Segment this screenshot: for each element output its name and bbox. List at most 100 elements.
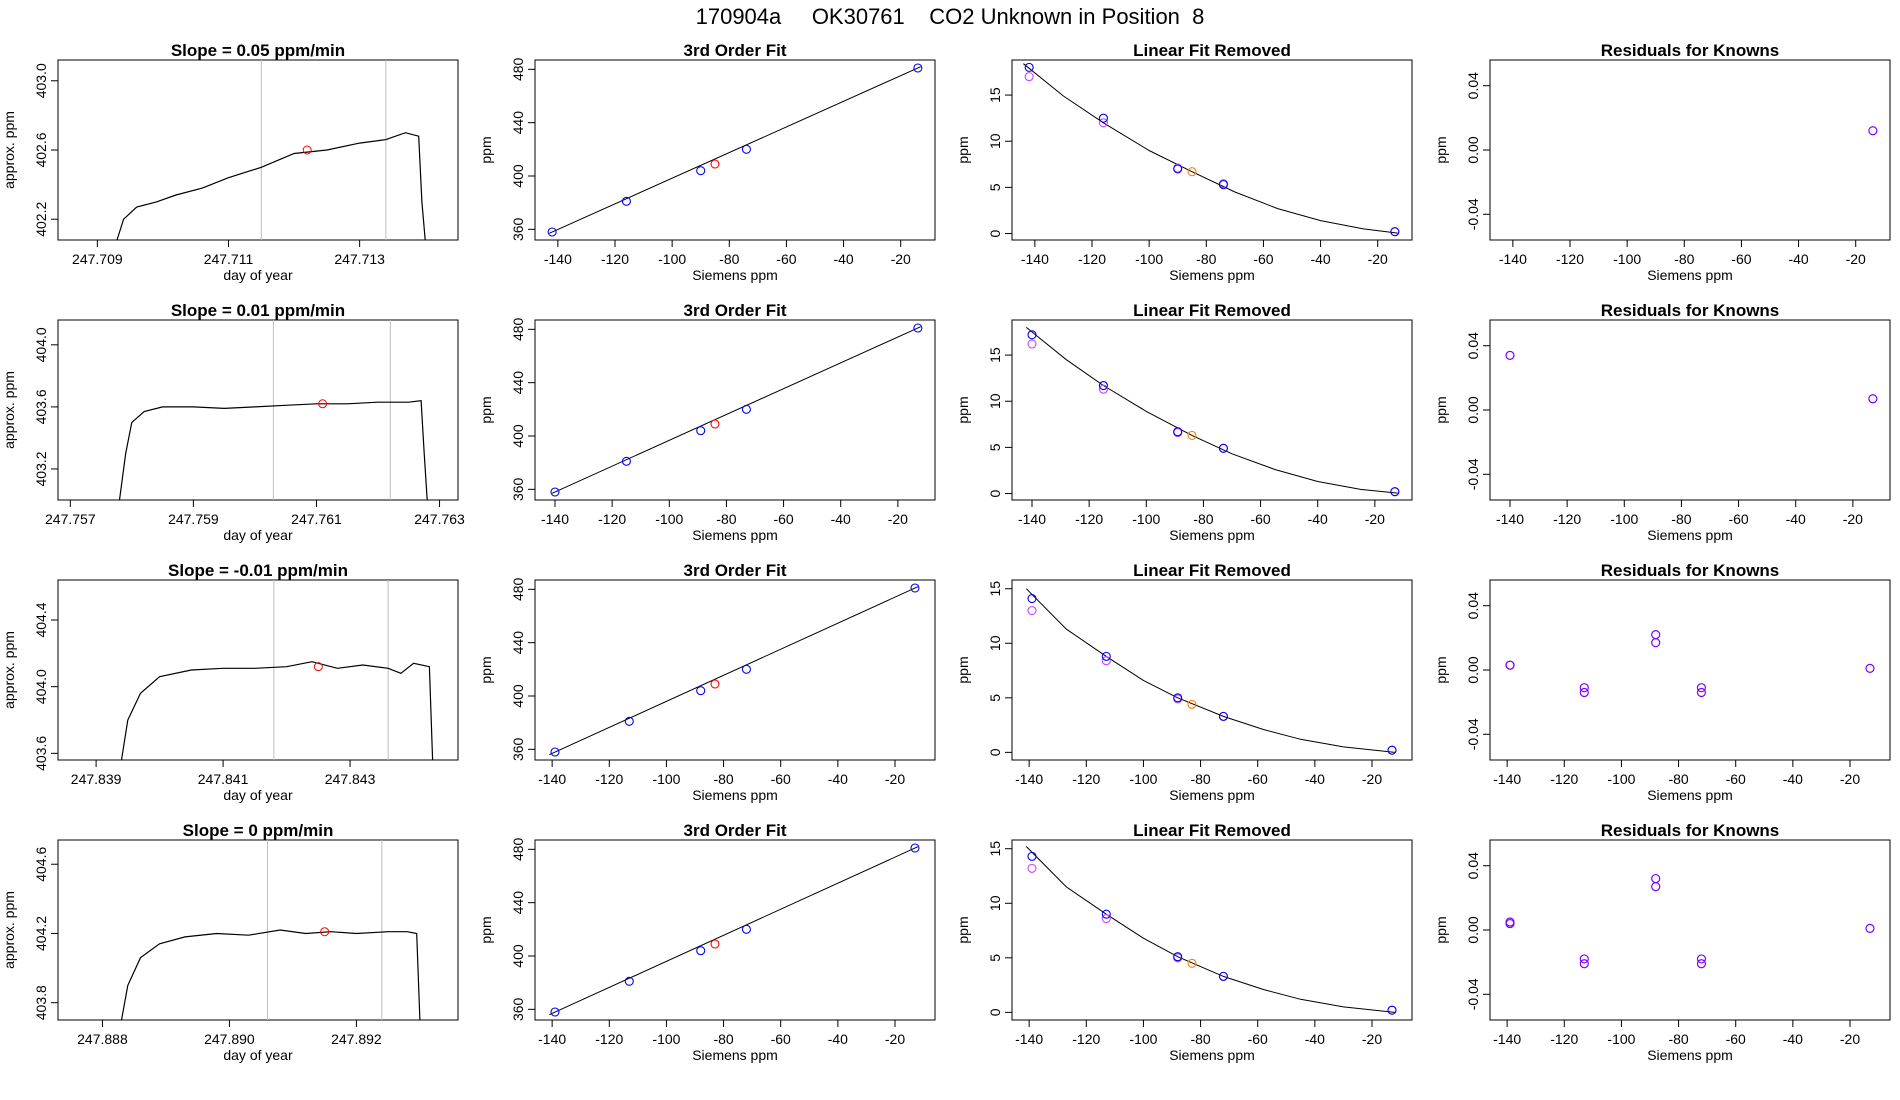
y-tick-label: 10: [987, 133, 1003, 149]
known-point: [910, 583, 920, 593]
y-axis-label: ppm: [955, 396, 971, 423]
y-axis-label: ppm: [478, 656, 494, 683]
known-point: [1027, 593, 1037, 604]
x-tick-label: -120: [1556, 251, 1584, 267]
plot-frame: [534, 59, 936, 241]
x-tick-label: -140: [541, 511, 569, 527]
x-tick-label: -80: [719, 251, 739, 267]
x-tick-label: -120: [595, 1031, 623, 1047]
known-point: [621, 196, 631, 206]
known-point: [696, 946, 706, 956]
chart-title: 3rd Order Fit: [684, 301, 787, 320]
plot-frame: [1011, 839, 1413, 1021]
y-tick-label: -0.04: [1465, 458, 1481, 490]
residual-point: [1696, 954, 1707, 964]
chart-title: 3rd Order Fit: [684, 561, 787, 580]
known-point: [547, 227, 557, 237]
x-tick-label: -60: [1731, 251, 1751, 267]
residual-point: [1579, 687, 1589, 698]
y-tick-label: 0.04: [1465, 592, 1481, 619]
y-tick-label: 15: [987, 841, 1003, 857]
chart-title: Linear Fit Removed: [1133, 41, 1291, 60]
x-tick-label: -60: [1253, 251, 1273, 267]
y-tick-label: 0: [987, 229, 1003, 237]
x-tick-label: -40: [1783, 771, 1803, 787]
chart-panel-linear-fit-removed-row-0: Linear Fit Removed -140 -120 -100 -80 -60 -40 -…: [955, 41, 1413, 283]
x-tick-label: -120: [1550, 771, 1578, 787]
y-tick-label: 400: [510, 164, 526, 188]
known-point: [696, 166, 706, 176]
y-tick-label: 10: [987, 895, 1003, 911]
y-tick-label: 404.6: [33, 847, 49, 882]
y-axis-label: ppm: [478, 916, 494, 943]
plot-marks: [547, 63, 923, 237]
y-tick-label: 480: [510, 57, 526, 81]
y-tick-label: 360: [510, 477, 526, 501]
chart-panel-linear-fit-removed-row-1: Linear Fit Removed -140 -120 -100 -80 -60 -40 -…: [955, 301, 1413, 543]
x-tick-label: -140: [544, 251, 572, 267]
y-tick-label: 402.6: [33, 132, 49, 167]
residual-point: [1579, 954, 1589, 964]
known-point-alt: [1027, 863, 1037, 873]
y-tick-label: 440: [510, 891, 526, 915]
x-tick-label: -140: [1018, 511, 1046, 527]
x-tick-label: -60: [1248, 1031, 1268, 1047]
known-point: [696, 426, 706, 436]
x-tick-label: -120: [1075, 511, 1103, 527]
x-tick-label: -40: [1310, 251, 1330, 267]
residual-point: [1868, 126, 1878, 136]
residual-point: [1696, 687, 1707, 698]
x-axis-label: day of year: [223, 1047, 293, 1063]
known-point: [741, 664, 751, 674]
y-axis-label: ppm: [1433, 136, 1449, 163]
known-point: [1218, 443, 1228, 453]
x-tick-label: -100: [652, 1031, 680, 1047]
y-tick-label: 440: [510, 631, 526, 655]
y-tick-label: 360: [510, 737, 526, 761]
y-tick-label: 0.04: [1465, 332, 1481, 359]
known-point: [1173, 693, 1183, 703]
x-tick-label: -20: [891, 251, 911, 267]
x-axis-label: Siemens ppm: [1647, 1047, 1733, 1063]
residual-point: [1865, 923, 1875, 933]
chart-panel-residuals-row-2: Residuals for Knowns -140 -120 -100 -80 -60 -4…: [1433, 561, 1891, 803]
ppm-trace-line: [120, 661, 434, 760]
y-tick-label: 480: [510, 317, 526, 341]
x-tick-label: -80: [1668, 771, 1688, 787]
x-tick-label: 247.759: [168, 511, 219, 527]
y-tick-label: 0.04: [1465, 852, 1481, 879]
chart-title: Slope = 0.01 ppm/min: [171, 301, 345, 320]
known-point: [1173, 952, 1183, 962]
unknown-point: [1187, 167, 1197, 177]
chart-panel-time-series-row-3: Slope = 0 ppm/min 247.888 247.890 247.892 da…: [1, 821, 459, 1063]
y-tick-label: 15: [987, 581, 1003, 597]
y-axis-label: ppm: [955, 656, 971, 683]
x-tick-label: -40: [1786, 511, 1806, 527]
unknown-point: [1187, 699, 1197, 709]
y-axis-label: approx. ppm: [1, 631, 17, 709]
fit-curve-line: [1023, 63, 1398, 234]
x-tick-label: -60: [1726, 1031, 1746, 1047]
x-axis-label: Siemens ppm: [1647, 527, 1733, 543]
known-point: [1024, 62, 1034, 72]
chart-title: Residuals for Knowns: [1601, 821, 1780, 840]
x-tick-label: 247.892: [331, 1031, 382, 1047]
y-tick-label: 440: [510, 371, 526, 395]
known-point: [1101, 651, 1111, 661]
y-tick-label: 402.2: [33, 202, 49, 237]
plot-marks: [116, 60, 426, 240]
known-point-alt: [1101, 656, 1111, 666]
known-point: [741, 404, 751, 414]
y-tick-label: 15: [987, 347, 1003, 363]
y-tick-label: -0.04: [1465, 198, 1481, 230]
known-point: [1390, 487, 1400, 497]
fit-curve-line: [551, 326, 921, 494]
known-point: [1173, 164, 1183, 174]
plot-marks: [1505, 350, 1878, 404]
x-tick-label: 247.757: [45, 511, 96, 527]
x-tick-label: -20: [888, 511, 908, 527]
known-point: [1027, 330, 1037, 340]
y-tick-label: 10: [987, 393, 1003, 409]
x-tick-label: -40: [831, 511, 851, 527]
known-point: [1098, 380, 1108, 391]
